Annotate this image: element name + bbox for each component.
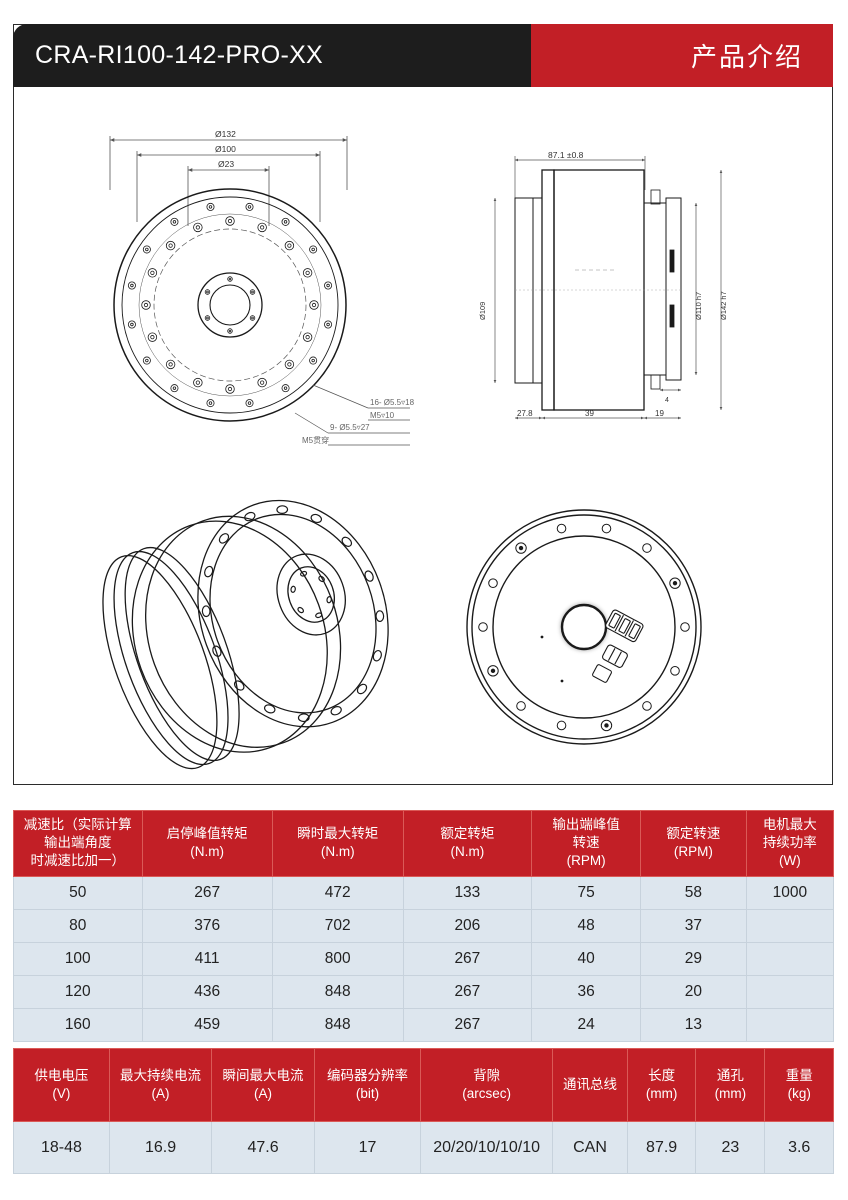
- svg-text:Ø110 h7: Ø110 h7: [694, 292, 703, 320]
- svg-text:M5贯穿: M5贯穿: [302, 435, 329, 445]
- svg-text:Ø132: Ø132: [215, 129, 236, 139]
- svg-text:Ø23: Ø23: [218, 159, 234, 169]
- svg-text:4: 4: [665, 397, 669, 404]
- svg-text:87.1 ±0.8: 87.1 ±0.8: [548, 150, 584, 160]
- svg-text:19: 19: [655, 409, 664, 418]
- svg-text:16- Ø5.5▿18: 16- Ø5.5▿18: [370, 398, 415, 407]
- svg-text:Ø142 h7: Ø142 h7: [719, 291, 728, 320]
- svg-text:M5▿10: M5▿10: [370, 411, 395, 420]
- svg-text:27.8: 27.8: [517, 409, 533, 418]
- svg-text:39: 39: [585, 409, 594, 418]
- svg-text:Ø109: Ø109: [478, 302, 487, 320]
- svg-text:9- Ø5.5▿27: 9- Ø5.5▿27: [330, 423, 370, 432]
- svg-text:Ø100: Ø100: [215, 144, 236, 154]
